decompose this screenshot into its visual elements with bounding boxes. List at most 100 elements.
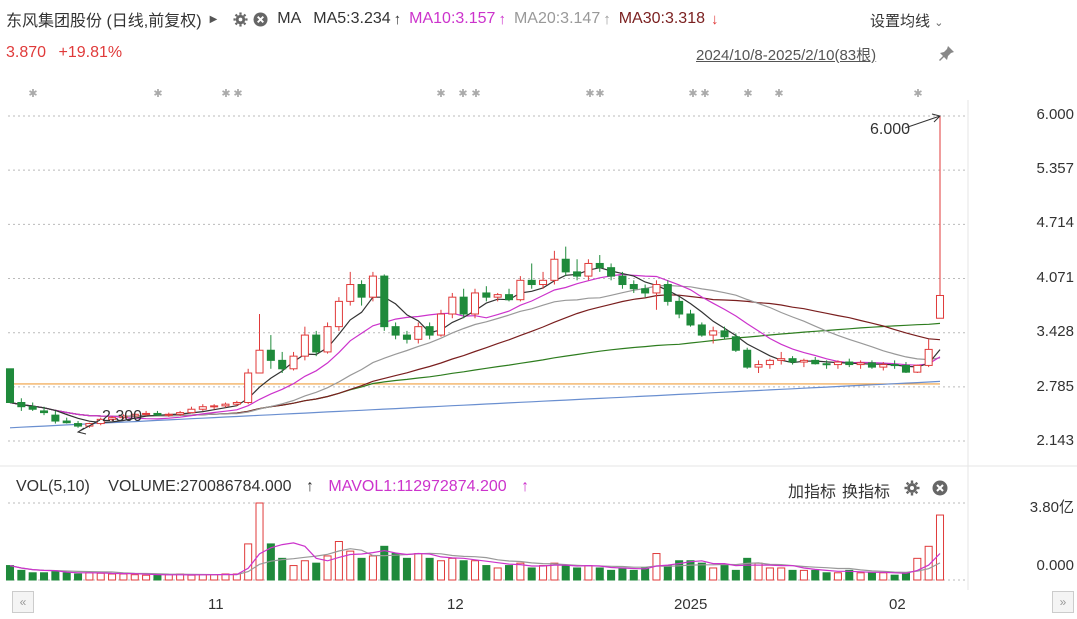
volume-bar-up (436, 560, 445, 581)
event-marker-icon: ✱ (688, 88, 697, 100)
candle-up (913, 364, 922, 373)
candle-down (527, 279, 536, 286)
y-label-3: 4.714 (1036, 214, 1074, 231)
candle-down (425, 326, 434, 336)
volume-bar-up (187, 574, 196, 581)
switch-indicator-button[interactable]: 换指标 (842, 484, 891, 501)
volume-bar-down (890, 574, 899, 581)
ma-lines (8, 267, 941, 429)
close-icon[interactable] (251, 10, 269, 28)
volume-bar-down (561, 565, 570, 581)
candle-up (210, 405, 219, 408)
event-marker-icon: ✱ (471, 88, 480, 100)
event-marker-icon: ✱ (585, 88, 594, 100)
volume-bar-down (459, 560, 468, 581)
volume-bar-down (595, 567, 604, 581)
ma10-up-arrow-icon: ↑ (498, 10, 506, 28)
volume-bar-down (505, 565, 514, 581)
volume-bar-down (17, 569, 26, 581)
candle-up (833, 361, 842, 366)
title-dropdown-icon[interactable]: ▶ (209, 13, 218, 25)
volume-bar-down (312, 562, 321, 581)
volume-bar-down (720, 565, 729, 581)
volume-bar-down (618, 567, 627, 581)
set-ma-button[interactable]: 设置均线 ⌄ (870, 10, 943, 31)
volume-bar-up (323, 555, 332, 581)
volume-bar-up (164, 574, 173, 581)
candle-down (675, 300, 684, 315)
volume-bar-down (402, 557, 411, 581)
volume-bar-down (5, 565, 15, 581)
x-label-feb: 02 (889, 596, 906, 613)
ma10-value: MA10:3.157 (409, 10, 496, 27)
candle-down (845, 361, 854, 366)
x-label-nov: 11 (208, 596, 224, 613)
stock-title[interactable]: 东风集团股份 (日线,前复权) (6, 13, 202, 30)
volume-bar-up (346, 550, 355, 581)
event-marker-icon: ✱ (595, 88, 604, 100)
volume-bar-down (74, 573, 83, 581)
gear-icon[interactable] (904, 480, 920, 501)
add-indicator-button[interactable]: 加指标 (788, 484, 837, 501)
volume-bar-down (822, 572, 831, 581)
volume-bar-down (675, 560, 684, 581)
candle-up (232, 401, 241, 405)
event-marker-icon: ✱ (28, 88, 37, 100)
pin-icon[interactable] (938, 44, 956, 67)
candle-up (108, 417, 117, 420)
volume-y-top: 3.80亿 (1029, 499, 1074, 516)
change-percent: +19.81% (58, 44, 123, 61)
date-range[interactable]: 2024/10/8-2025/2/10(83根) (696, 47, 877, 64)
volume-bar-up (210, 574, 219, 581)
high-arrow-icon (904, 113, 941, 129)
volume-bar-down (425, 557, 434, 581)
candle-down (641, 288, 650, 294)
candle-down (380, 275, 389, 328)
volume-bar-down (867, 572, 876, 581)
volume-bar-up (130, 574, 139, 581)
candle-up (414, 326, 423, 340)
volume-bar-down (697, 562, 706, 581)
annotations (76, 113, 941, 435)
volume-bar-down (40, 572, 49, 581)
close-icon[interactable] (932, 480, 948, 501)
volume-y-bottom: 0.000 (1036, 557, 1074, 574)
set-ma-label: 设置均线 (870, 13, 931, 30)
scroll-left-button[interactable]: « (12, 591, 34, 613)
candle-up (652, 284, 661, 294)
volume-bar-up (85, 572, 94, 581)
volume-bar-down (62, 572, 71, 581)
volume-bar-up (142, 574, 151, 581)
volume-bar-up (119, 573, 128, 581)
last-price: 3.870 (6, 44, 47, 61)
volume-bar-up (539, 565, 548, 581)
mavol-value: MAVOL1:112972874.200 (328, 478, 507, 495)
x-label-2025: 2025 (674, 596, 708, 613)
volume-bar-up (300, 560, 309, 581)
candle-down (391, 326, 400, 336)
volume-bar-down (607, 569, 616, 581)
candle-up (119, 415, 128, 419)
candle-up (550, 258, 559, 281)
volume-bar-down (743, 557, 752, 581)
high-annotation: 6.000 (870, 121, 911, 138)
volume-bar-down (641, 567, 650, 581)
vol-indicator-name[interactable]: VOL(5,10) (16, 478, 90, 495)
volume-bar-up (584, 565, 593, 581)
candle-down (17, 401, 26, 408)
candle-up (255, 349, 264, 374)
candle-down (266, 349, 275, 361)
gear-icon[interactable] (231, 10, 249, 28)
candle-down (697, 324, 706, 336)
low-arrow-icon (76, 419, 101, 435)
scroll-right-button[interactable]: » (1052, 591, 1074, 613)
candle-up (164, 413, 173, 416)
candle-down (890, 364, 899, 367)
candle-up (244, 372, 253, 403)
low-annotation: 2.300 (102, 408, 143, 425)
candle-down (731, 336, 740, 351)
candle-up (448, 296, 457, 315)
volume-bar-up (96, 572, 105, 581)
mavol5-line (9, 542, 941, 576)
